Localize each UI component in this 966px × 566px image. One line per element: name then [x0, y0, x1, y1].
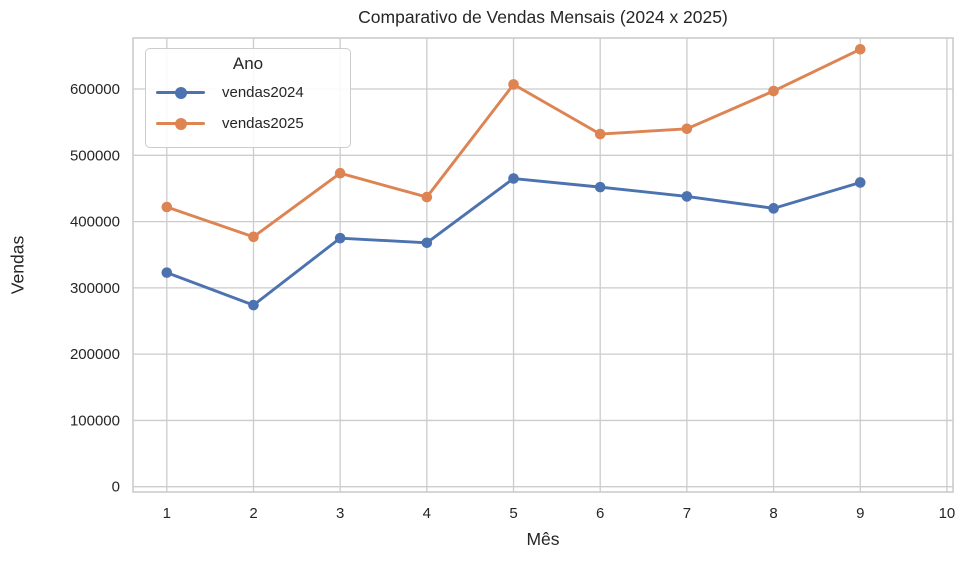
data-point-vendas2024	[681, 191, 693, 202]
data-point-vendas2025	[594, 128, 606, 140]
legend-dot-icon	[174, 86, 187, 99]
plot-border	[132, 37, 954, 493]
data-point-vendas2024	[768, 203, 779, 214]
y-tick-label: 200000	[70, 346, 120, 363]
x-tick-label: 2	[249, 505, 257, 522]
line-marker-swatch-vendas2025	[156, 117, 205, 130]
legend-label-vendas2025: vendas2025	[222, 115, 304, 132]
x-tick-label: 5	[509, 505, 517, 522]
x-tick-label: 7	[683, 505, 691, 522]
x-tick-label: 6	[596, 505, 604, 522]
data-point-vendas2024	[594, 181, 606, 193]
y-tick-label: 600000	[70, 81, 120, 98]
x-tick-label: 4	[423, 505, 431, 522]
x-axis-label: Mês	[526, 529, 560, 549]
legend-title: Ano	[232, 54, 264, 73]
data-point-vendas2025	[854, 43, 866, 55]
y-tick-label: 400000	[70, 214, 120, 231]
y-tick-label: 0	[112, 479, 120, 496]
chart-title: Comparativo de Vendas Mensais (2024 x 20…	[358, 7, 728, 27]
y-tick-label: 300000	[70, 280, 120, 297]
data-point-vendas2025	[421, 191, 433, 203]
data-point-vendas2025	[334, 167, 346, 179]
data-point-vendas2024	[334, 232, 346, 244]
data-point-vendas2025	[768, 85, 779, 97]
legend-label-vendas2024: vendas2024	[222, 84, 304, 101]
data-point-vendas2025	[508, 79, 519, 90]
x-tick-label: 10	[939, 505, 956, 522]
data-point-vendas2024	[854, 177, 866, 188]
y-tick-label: 500000	[70, 147, 120, 164]
data-point-vendas2025	[248, 231, 259, 243]
data-point-vendas2024	[248, 299, 259, 311]
data-point-vendas2024	[508, 173, 519, 184]
data-point-vendas2025	[161, 201, 173, 213]
legend-row-vendas2025: vendas2025	[154, 108, 342, 139]
line-marker-swatch-vendas2024	[156, 86, 205, 99]
x-tick-label: 8	[769, 505, 777, 522]
data-point-vendas2025	[681, 123, 693, 135]
legend-row-vendas2024: vendas2024	[154, 77, 342, 108]
y-tick-label: 100000	[70, 412, 120, 429]
data-point-vendas2024	[421, 237, 433, 249]
legend: Ano vendas2024 vendas2025	[145, 48, 351, 148]
data-point-vendas2024	[161, 267, 173, 278]
legend-dot-icon	[174, 117, 187, 130]
x-tick-label: 1	[163, 505, 171, 522]
x-tick-label: 9	[856, 505, 864, 522]
x-tick-label: 3	[336, 505, 344, 522]
